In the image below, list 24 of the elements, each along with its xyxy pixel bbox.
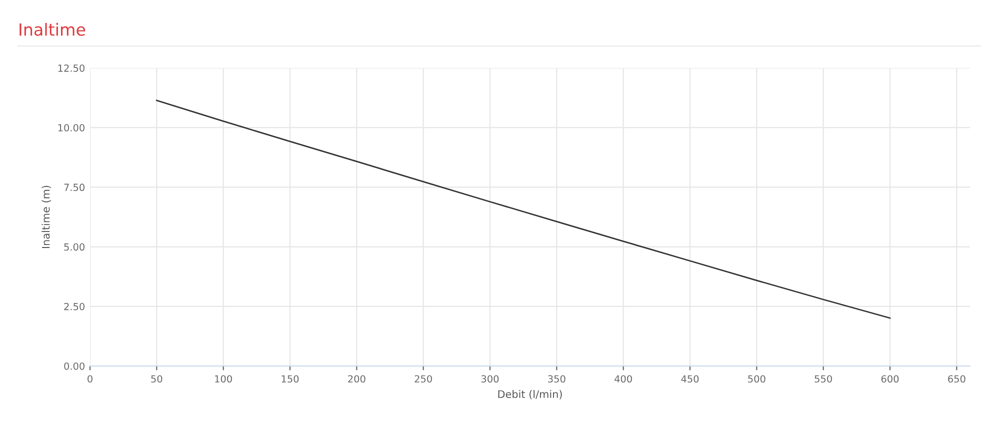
x-tick-label: 300 [481, 375, 499, 383]
x-tick-label: 600 [881, 375, 899, 383]
x-tick-label: 650 [948, 375, 966, 383]
x-tick-label: 250 [414, 375, 432, 383]
y-tick-label: 0.00 [64, 362, 84, 370]
x-tick-label: 100 [215, 375, 232, 383]
x-tick-label: 200 [348, 375, 366, 383]
y-tick-label: 7.50 [64, 184, 84, 192]
x-tick-label: 150 [282, 375, 299, 383]
x-tick-label: 500 [748, 375, 766, 383]
x-axis-title: Debit (l/min) [498, 390, 562, 400]
y-tick-label: 2.50 [64, 302, 84, 310]
x-tick-label: 350 [548, 375, 566, 383]
x-tick-label: 550 [814, 375, 832, 383]
x-tick-label: 450 [681, 375, 699, 383]
chart-title: Inaltime [20, 22, 86, 36]
y-tick-label: 10.00 [58, 124, 84, 132]
x-tick-label: 400 [614, 375, 632, 383]
line-series [156, 100, 891, 319]
y-tick-label: 5.00 [64, 243, 84, 251]
x-tick-label: 50 [151, 375, 162, 383]
y-axis-title: Inaltime (m) [42, 186, 51, 248]
x-tick-label: 0 [88, 375, 92, 383]
y-tick-label: 12.50 [58, 64, 84, 72]
